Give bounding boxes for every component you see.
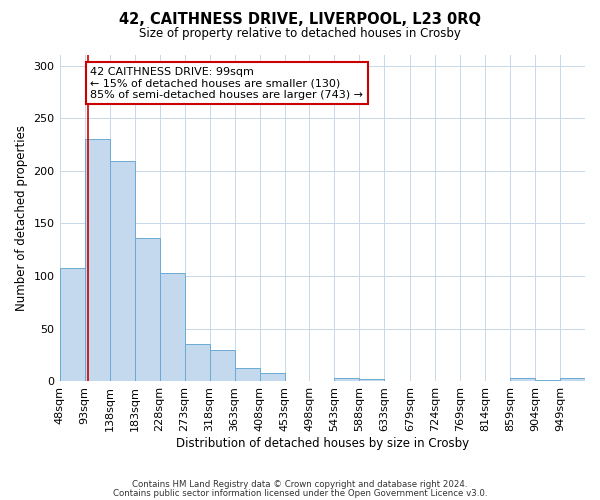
Text: 42 CAITHNESS DRIVE: 99sqm
← 15% of detached houses are smaller (130)
85% of semi: 42 CAITHNESS DRIVE: 99sqm ← 15% of detac…: [90, 66, 363, 100]
Bar: [134, 238, 160, 382]
Text: Size of property relative to detached houses in Crosby: Size of property relative to detached ho…: [139, 28, 461, 40]
Bar: [235, 368, 260, 382]
Bar: [160, 273, 185, 382]
Bar: [510, 378, 535, 382]
Bar: [260, 373, 284, 382]
Text: Contains HM Land Registry data © Crown copyright and database right 2024.: Contains HM Land Registry data © Crown c…: [132, 480, 468, 489]
X-axis label: Distribution of detached houses by size in Crosby: Distribution of detached houses by size …: [176, 437, 469, 450]
Text: 42, CAITHNESS DRIVE, LIVERPOOL, L23 0RQ: 42, CAITHNESS DRIVE, LIVERPOOL, L23 0RQ: [119, 12, 481, 28]
Bar: [535, 380, 560, 382]
Y-axis label: Number of detached properties: Number of detached properties: [15, 125, 28, 311]
Bar: [59, 268, 85, 382]
Bar: [334, 378, 359, 382]
Text: Contains public sector information licensed under the Open Government Licence v3: Contains public sector information licen…: [113, 489, 487, 498]
Bar: [209, 350, 235, 382]
Bar: [85, 139, 110, 382]
Bar: [185, 344, 209, 382]
Bar: [560, 378, 585, 382]
Bar: [359, 380, 385, 382]
Bar: [110, 162, 134, 382]
